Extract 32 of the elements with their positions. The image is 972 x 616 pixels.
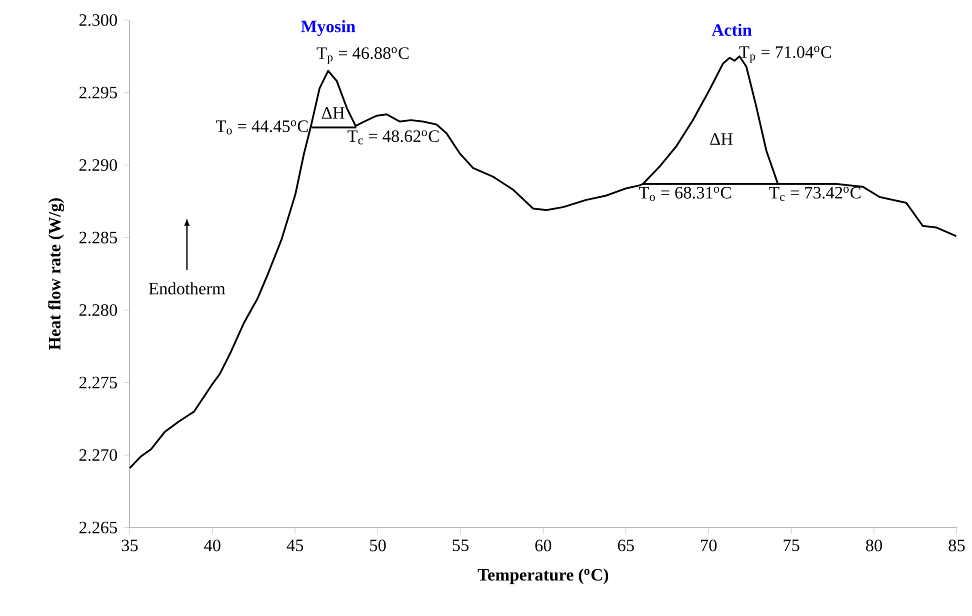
x-tick-label: 60 [535, 540, 552, 552]
x-tick-label: 40 [204, 540, 220, 552]
annotation: T$_{c}$ = 73.42$^{o}$C [769, 186, 860, 201]
y-tick-label: 2.280 [79, 304, 117, 316]
annotation: T$_{o}$ = 68.31$^{o}$C [639, 186, 731, 201]
annotation: T$_{o}$ = 44.45$^{o}$C [216, 120, 308, 134]
x-axis-title: Temperature ($^{o}$C) [478, 568, 608, 584]
x-tick-label: 75 [784, 540, 800, 552]
y-tick-label: 2.295 [79, 86, 117, 98]
y-tick-label: 2.300 [79, 14, 117, 26]
x-tick-label: 80 [866, 540, 882, 552]
y-tick-label: 2.285 [79, 232, 117, 244]
x-tick-label: 65 [618, 540, 634, 552]
y-tick-label: 2.290 [79, 159, 117, 171]
y-tick-label: 2.270 [79, 449, 117, 461]
y-tick-label: 2.265 [79, 522, 117, 534]
annotation: T$_{p}$ = 71.04$^{o}$C [739, 46, 832, 63]
annotation: ΔH [710, 133, 733, 145]
x-tick-label: 50 [370, 540, 386, 552]
y-axis-title: Heat flow rate (W/g) [48, 198, 64, 350]
x-tick-label: 70 [701, 540, 717, 552]
annotation: Myosin [301, 20, 356, 36]
y-tick-label: 2.275 [79, 376, 117, 388]
x-tick-label: 85 [948, 540, 965, 552]
annotation: ΔH [322, 107, 344, 119]
annotation: T$_{c}$ = 48.62$^{o}$C [348, 130, 439, 144]
x-tick-label: 55 [452, 540, 468, 552]
annotation: Endotherm [148, 282, 226, 294]
annotation: T$_{p}$ = 46.88$^{o}$C [316, 47, 409, 64]
x-tick-label: 35 [122, 540, 138, 552]
x-tick-label: 45 [286, 540, 304, 552]
annotation: Actin [712, 24, 752, 36]
